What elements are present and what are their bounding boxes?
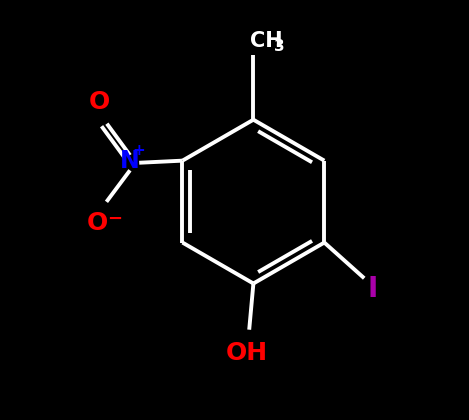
- Text: N: N: [120, 149, 140, 173]
- Text: −: −: [107, 210, 122, 228]
- Text: O: O: [89, 90, 110, 114]
- Text: 3: 3: [273, 39, 284, 54]
- Text: I: I: [368, 275, 378, 303]
- Text: O: O: [87, 211, 108, 235]
- Text: CH: CH: [250, 31, 283, 51]
- Text: OH: OH: [226, 341, 268, 365]
- Text: +: +: [133, 144, 145, 158]
